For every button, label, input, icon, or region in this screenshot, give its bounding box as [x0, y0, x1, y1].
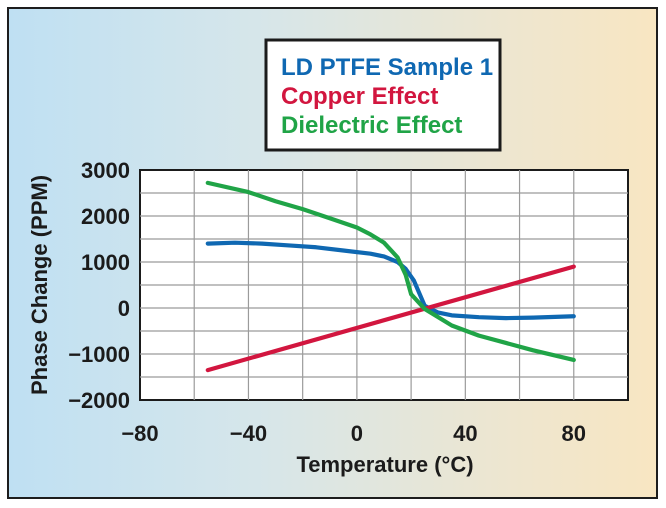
legend-box — [264, 38, 502, 152]
series-layer — [205, 180, 576, 373]
y-tick-label: 1000 — [81, 250, 130, 275]
y-tick-label: 3000 — [81, 158, 130, 183]
grid — [140, 170, 628, 400]
y-tick-label: −2000 — [68, 388, 130, 413]
copper-series-line — [205, 264, 576, 373]
x-tick-label: 80 — [562, 421, 586, 446]
y-tick-label: 2000 — [81, 204, 130, 229]
x-tick-label: −40 — [230, 421, 267, 446]
x-tick-label: 0 — [351, 421, 363, 446]
legend-entry-dielectric: Dielectric Effect — [281, 112, 462, 139]
y-tick-label: −1000 — [68, 342, 130, 367]
x-tick-label: 40 — [453, 421, 477, 446]
legend-entry-sample: LD PTFE Sample 1 — [281, 54, 493, 81]
axis-ticks: −80 −40 0 40 80 3000 2000 1000 0 −1000 −2000 — [68, 158, 586, 446]
legend: LD PTFE Sample 1 Copper Effect Dielectri… — [264, 38, 502, 152]
x-tick-label: −80 — [121, 421, 158, 446]
y-tick-label: 0 — [118, 296, 130, 321]
dielectric-series-line — [205, 180, 576, 363]
legend-entry-copper: Copper Effect — [281, 83, 438, 110]
y-axis-title: Phase Change (PPM) — [27, 175, 52, 395]
x-axis-title: Temperature (°C) — [296, 452, 473, 477]
